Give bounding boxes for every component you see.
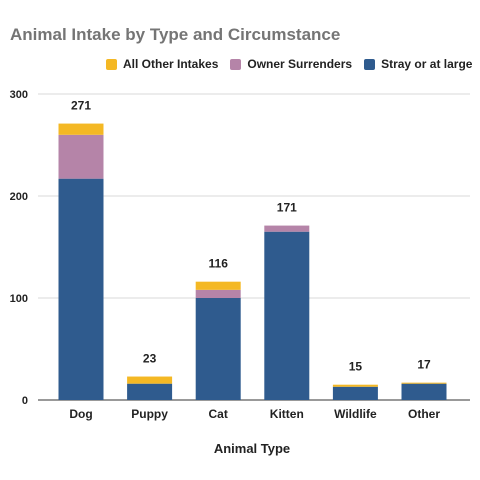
legend-swatch [106,58,117,70]
bar-segment [58,134,104,179]
legend-swatch [230,58,242,70]
bar-segment [127,383,173,400]
x-tick-label: Dog [69,407,92,421]
legend-item: Stray or at large [364,57,472,71]
bar-segment [264,225,310,232]
legend-item: All Other Intakes [106,57,218,71]
y-tick-label: 100 [10,293,28,305]
bar-segment [195,281,241,290]
data-label: 171 [277,201,297,215]
y-tick-label: 0 [22,395,28,407]
bar-segment [401,382,447,384]
bar-segment [58,178,104,400]
legend-swatch [364,58,376,70]
bar-segment [401,383,447,400]
bar-segment [127,376,173,384]
bar-segment [332,384,378,387]
bar-segment [264,231,310,400]
bar-segment [332,386,378,400]
legend-label: All Other Intakes [123,57,219,71]
legend-item: Owner Surrenders [230,57,352,71]
data-label: 23 [143,352,157,366]
data-label: 15 [349,360,363,374]
legend: All Other Intakes Owner Surrenders Stray o… [106,57,480,73]
bar-segment [195,289,241,298]
legend-label: Owner Surrenders [247,57,353,71]
data-label: 116 [209,257,229,271]
data-label: 271 [71,99,91,113]
chart-title: Animal Intake by Type and Circumstance [10,25,341,44]
x-tick-label: Cat [209,407,228,421]
data-label: 17 [417,358,431,372]
bar-segment [58,123,104,135]
x-axis-title: Animal Type [214,441,290,456]
x-tick-label: Other [408,407,440,421]
x-tick-label: Puppy [131,407,168,421]
y-tick-label: 300 [10,89,28,101]
y-tick-label: 200 [10,191,28,203]
legend-label: Stray or at large [381,57,473,71]
bar-segment [195,298,241,400]
x-tick-label: Wildlife [334,407,377,421]
x-tick-label: Kitten [270,407,304,421]
